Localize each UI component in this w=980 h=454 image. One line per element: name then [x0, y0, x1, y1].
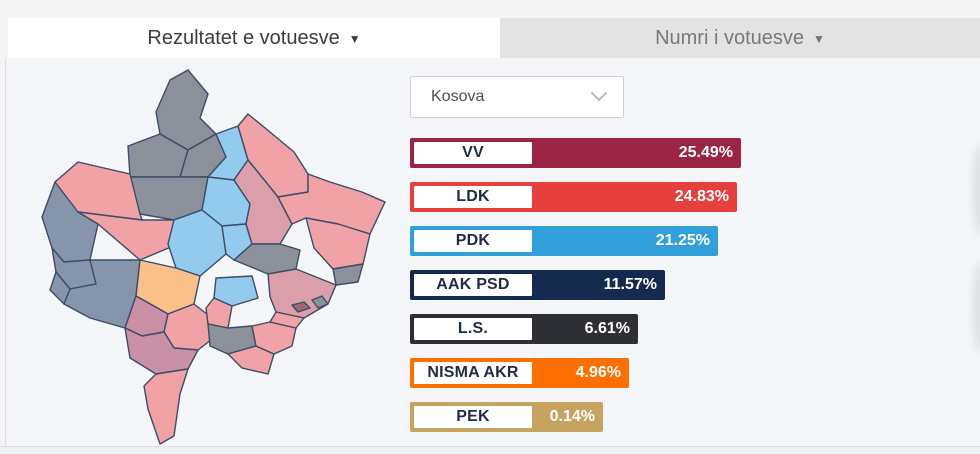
result-bar-vv[interactable]: VV 25.49%	[410, 138, 741, 168]
party-percent: 4.96%	[575, 364, 621, 381]
party-percent: 0.14%	[549, 408, 595, 425]
left-edge-divider	[5, 58, 6, 446]
map-region[interactable]	[277, 173, 386, 235]
party-percent: 24.83%	[674, 188, 729, 205]
party-percent: 25.49%	[678, 144, 733, 161]
result-bar-pdk[interactable]: PDK 21.25%	[410, 226, 718, 256]
map-region[interactable]	[269, 311, 305, 329]
party-percent: 21.25%	[655, 232, 710, 249]
tab-rezultatet-e-votuesve[interactable]: Rezultatet e votuesve ▼	[8, 18, 500, 58]
map-region[interactable]	[332, 263, 364, 286]
party-percent: 6.61%	[584, 320, 630, 337]
result-bar-ls[interactable]: L.S. 6.61%	[410, 314, 638, 344]
party-label-box: AAK PSD	[414, 274, 532, 296]
party-label-box: VV	[414, 142, 532, 164]
map-region[interactable]	[311, 295, 329, 309]
chevron-down-icon	[591, 92, 607, 102]
map-region[interactable]	[167, 209, 227, 277]
tab-label: Numri i votuesve	[655, 26, 805, 49]
map-region[interactable]	[143, 368, 189, 445]
offscreen-control-shadow	[973, 145, 980, 235]
region-select[interactable]: Kosova	[410, 76, 624, 118]
tab-bar: Rezultatet e votuesve ▼ Numri i votuesve…	[8, 18, 980, 58]
tab-label: Rezultatet e votuesve	[147, 26, 340, 49]
map-region[interactable]	[227, 345, 275, 375]
map-region[interactable]	[124, 327, 199, 375]
map-region[interactable]	[291, 301, 311, 313]
bottom-strip	[0, 446, 980, 454]
party-label-box: L.S.	[414, 318, 532, 340]
result-bar-aak-psd[interactable]: AAK PSD 11.57%	[410, 270, 665, 300]
party-results-bars: VV 25.49% LDK 24.83% PDK 21.25% AAK PSD …	[410, 138, 741, 446]
offscreen-control-shadow	[973, 262, 980, 352]
result-bar-ldk[interactable]: LDK 24.83%	[410, 182, 737, 212]
kosovo-municipalities-map[interactable]	[30, 62, 395, 450]
party-percent: 11.57%	[603, 276, 657, 293]
result-bar-pek[interactable]: PEK 0.14%	[410, 402, 603, 432]
result-bar-nisma-akr[interactable]: NISMA AKR 4.96%	[410, 358, 629, 388]
caret-down-icon: ▼	[813, 32, 825, 46]
tab-numri-i-votuesve[interactable]: Numri i votuesve ▼	[500, 18, 980, 58]
party-label-box: LDK	[414, 186, 532, 208]
party-label-box: NISMA AKR	[414, 362, 532, 384]
map-region[interactable]	[213, 275, 259, 307]
caret-down-icon: ▼	[348, 32, 361, 46]
party-label-box: PDK	[414, 230, 532, 252]
party-label-box: PEK	[414, 406, 532, 428]
region-select-value: Kosova	[431, 88, 485, 105]
